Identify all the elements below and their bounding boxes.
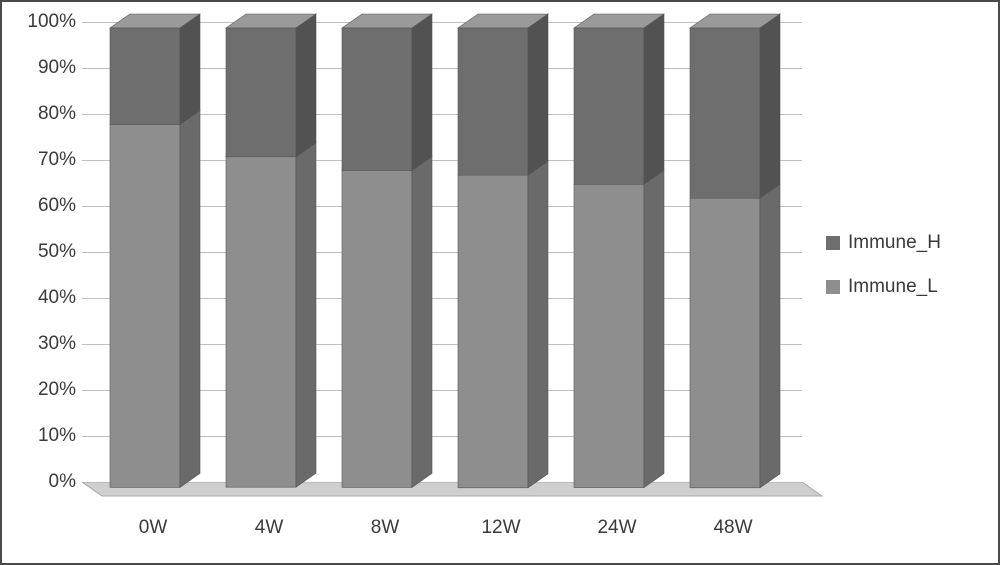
bar-segment-lower — [226, 142, 316, 487]
x-tick-label: 24W — [597, 517, 636, 539]
plot-region — [82, 22, 802, 482]
bar-column — [226, 14, 316, 488]
bar-segment-upper — [690, 14, 780, 198]
bar-segment-lower — [110, 110, 200, 487]
x-axis: 0W 4W 8W 12W 24W 48W — [82, 517, 832, 547]
x-tick-label: 48W — [713, 517, 752, 539]
bar-segment-lower — [690, 184, 780, 488]
y-tick-label: 80% — [22, 103, 76, 125]
bars-layer — [82, 22, 802, 482]
x-tick-label: 4W — [255, 517, 284, 539]
bar-segment-lower — [342, 156, 432, 487]
bar-column — [110, 14, 200, 488]
bar-column — [574, 14, 664, 488]
legend-swatch — [826, 280, 840, 294]
y-tick-label: 60% — [22, 195, 76, 217]
bar-segment-upper — [458, 14, 548, 175]
x-tick-label: 12W — [481, 517, 520, 539]
y-tick-label: 100% — [22, 11, 76, 33]
x-tick-label: 0W — [139, 517, 168, 539]
legend-item: Immune_L — [826, 276, 976, 298]
legend-item: Immune_H — [826, 232, 976, 254]
y-tick-label: 70% — [22, 149, 76, 171]
x-tick-label: 8W — [371, 517, 400, 539]
bar-segment-lower — [458, 161, 548, 488]
bar-segment-upper — [574, 14, 664, 184]
y-axis: 0%10%20%30%40%50%60%70%80%90%100% — [22, 22, 80, 482]
legend-swatch — [826, 236, 840, 250]
y-tick-label: 40% — [22, 287, 76, 309]
bar-segment-upper — [110, 14, 200, 125]
bar-column — [458, 14, 548, 488]
y-tick-label: 30% — [22, 333, 76, 355]
bar-column — [690, 14, 780, 488]
y-tick-label: 90% — [22, 57, 76, 79]
bar-segment-upper — [226, 14, 316, 157]
legend-label: Immune_H — [848, 232, 941, 254]
y-tick-label: 10% — [22, 425, 76, 447]
bar-segment-upper — [342, 14, 432, 171]
chart-frame: 0% 10% 20% 30% 40% 50% 60% 70% 80% 90% 100% — [0, 0, 1000, 565]
y-tick-label: 0% — [22, 471, 76, 493]
y-tick-label: 20% — [22, 379, 76, 401]
chart-inner: 0%10%20%30%40%50%60%70%80%90%100% — [22, 17, 978, 548]
bar-column — [342, 14, 432, 488]
y-tick-label: 50% — [22, 241, 76, 263]
legend: Immune_H Immune_L — [826, 232, 976, 320]
bar-segment-lower — [574, 170, 664, 488]
legend-label: Immune_L — [848, 276, 938, 298]
